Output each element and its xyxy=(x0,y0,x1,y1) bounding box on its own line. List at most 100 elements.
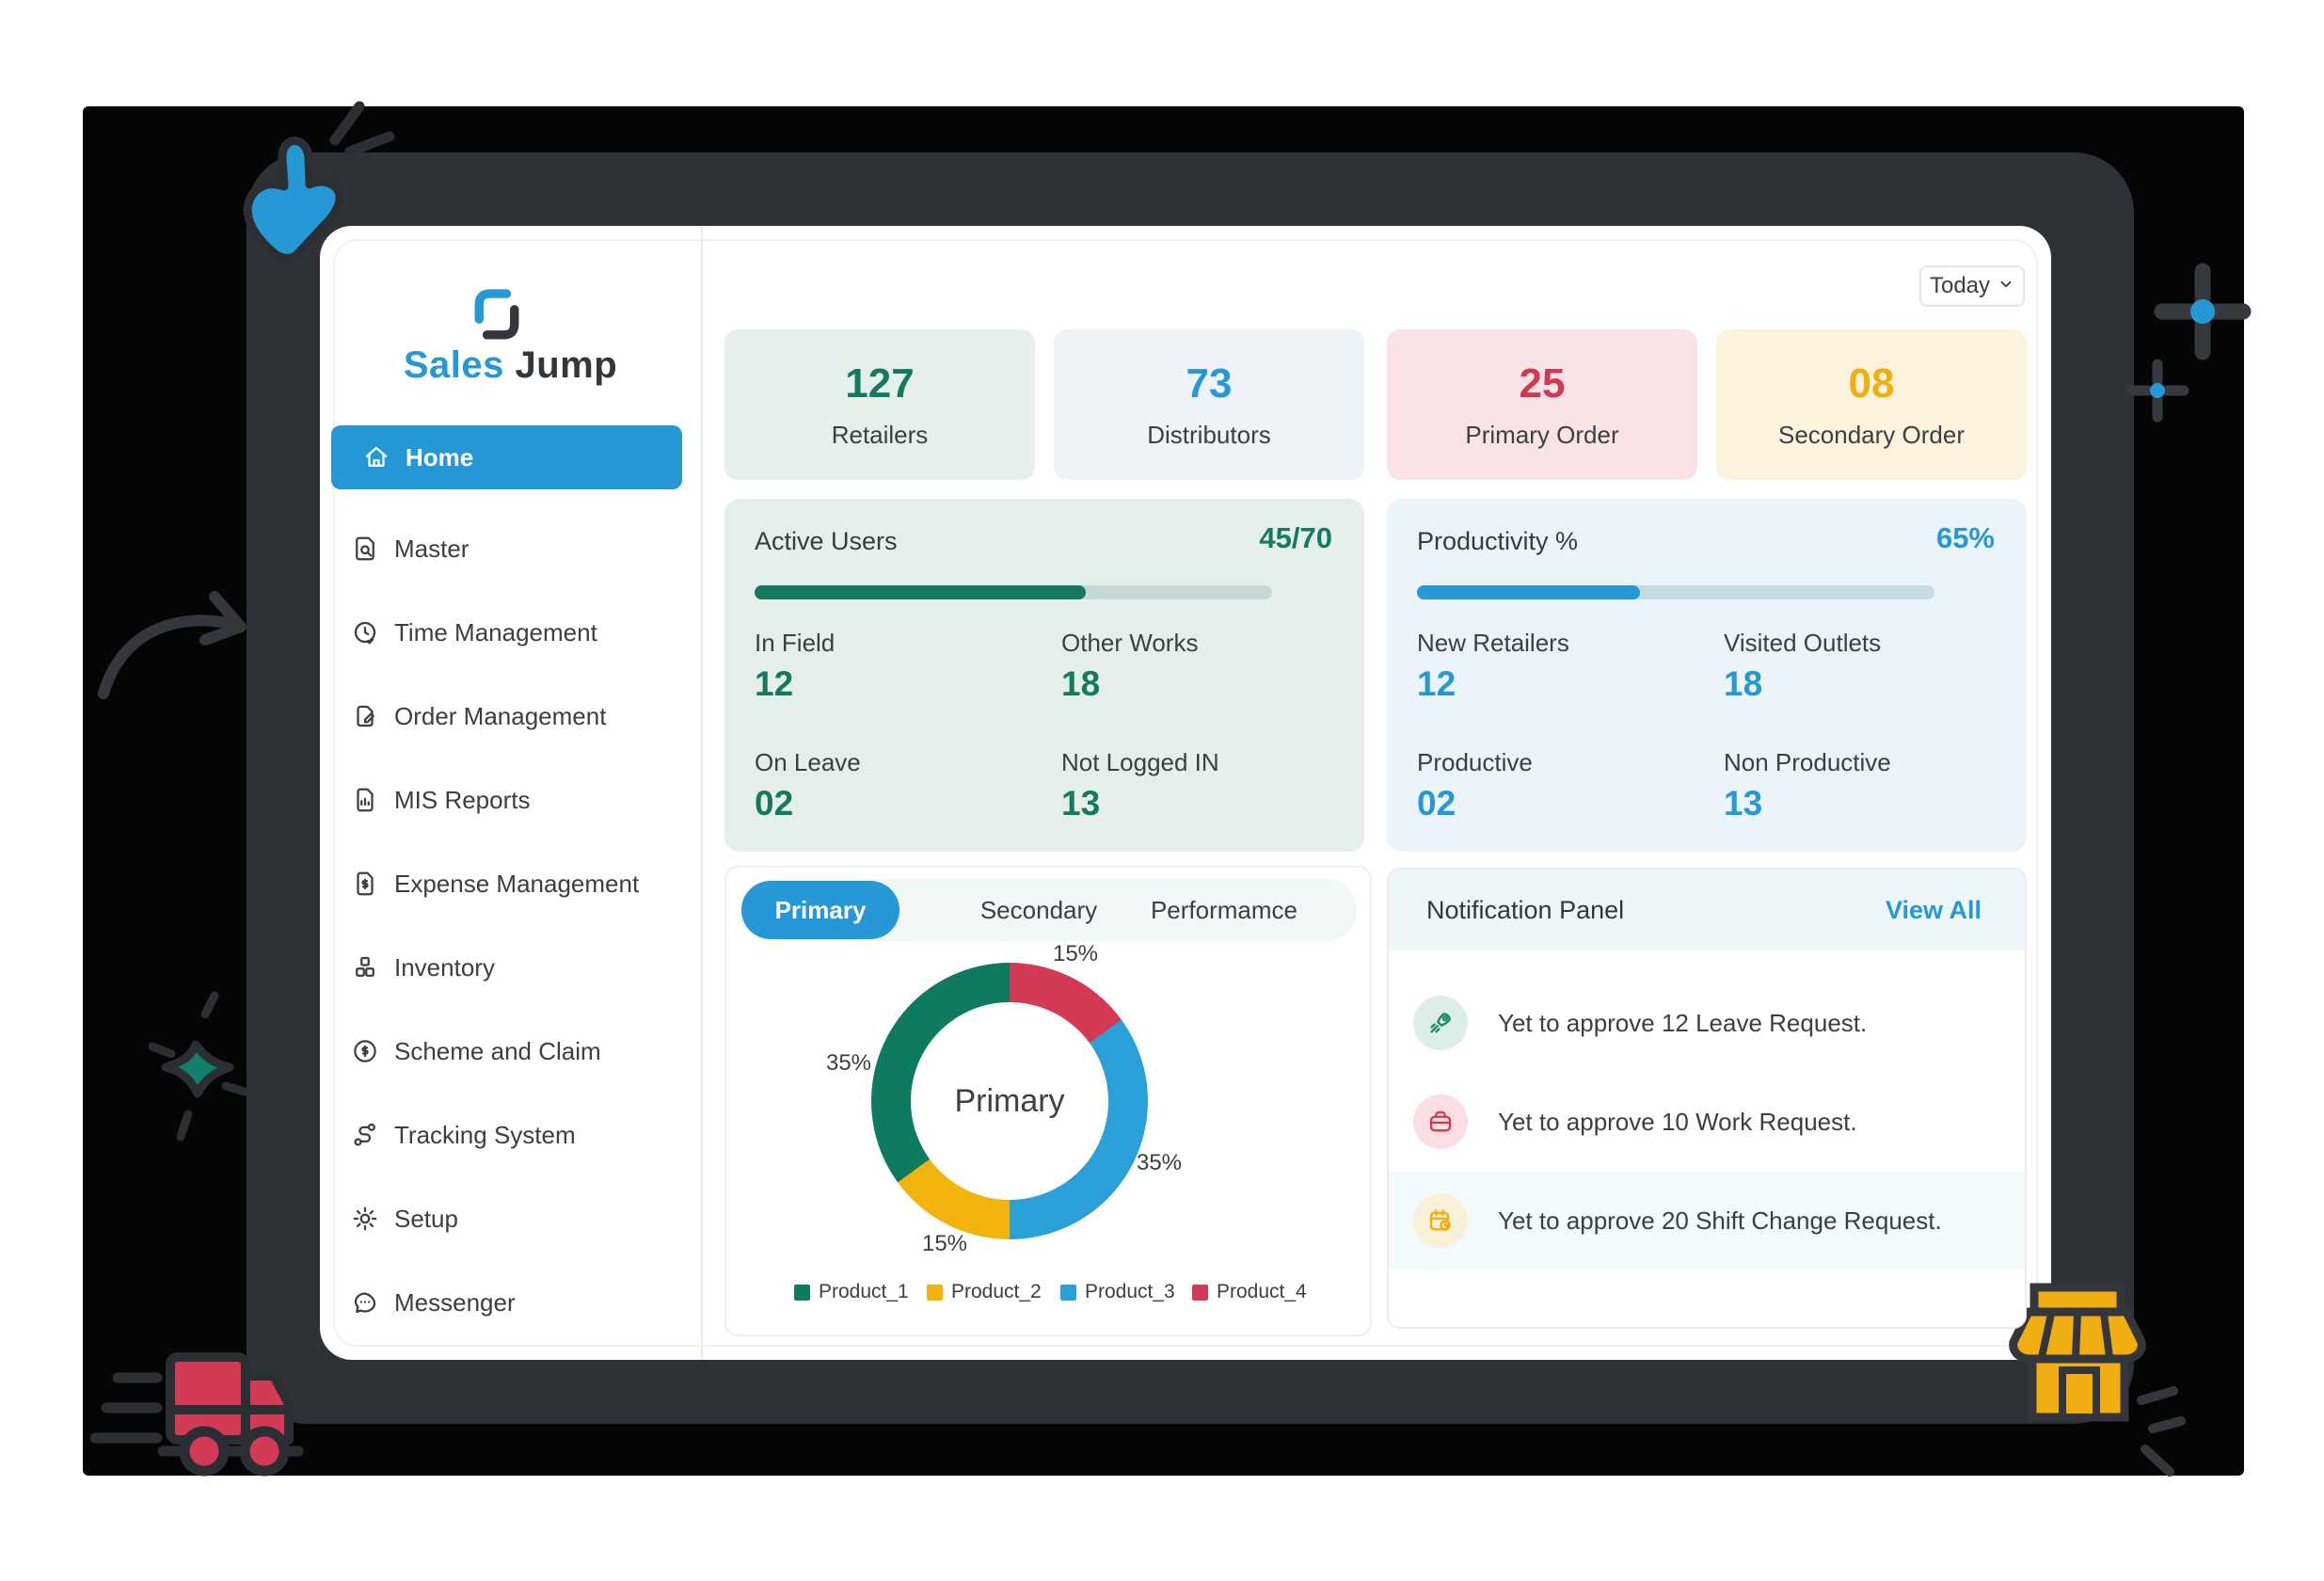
stat-label: New Retailers xyxy=(1417,629,1569,657)
legend-label: Product_4 xyxy=(1217,1281,1307,1302)
tab-performance[interactable]: Performamce xyxy=(1150,895,1298,924)
notification-title: Notification Panel xyxy=(1426,895,1625,924)
sidebar-item-scheme-and-claim[interactable]: Scheme and Claim xyxy=(331,1019,682,1083)
brand-wordmark: Sales Jump xyxy=(320,344,701,387)
productivity-panel: Productivity % 65% New Retailers 12 Visi… xyxy=(1387,499,2027,852)
stat-card-secondary-order: 08 Secondary Order xyxy=(1716,329,2027,480)
legend-swatch xyxy=(927,1284,943,1301)
hand-cursor-icon xyxy=(243,136,344,263)
sidebar-item-mis-reports[interactable]: MIS Reports xyxy=(331,768,682,832)
donut-callout-top: 15% xyxy=(1052,941,1099,966)
stat-value: 127 xyxy=(845,359,915,407)
rocket-icon xyxy=(1413,996,1468,1050)
chat-bubble-icon xyxy=(351,1288,379,1317)
active-users-ratio: 45/70 xyxy=(1259,521,1332,554)
clock-check-icon xyxy=(351,618,379,647)
legend-label: Product_3 xyxy=(1085,1281,1175,1302)
stat-value: 13 xyxy=(1724,784,1763,822)
sidebar-item-label: Inventory xyxy=(394,952,495,982)
sidebar-item-label: Time Management xyxy=(394,617,597,647)
legend-item: Product_4 xyxy=(1192,1281,1307,1303)
notification-panel: Notification Panel View All Yet to appro… xyxy=(1387,868,2027,1329)
legend-label: Product_1 xyxy=(819,1281,909,1302)
donut-callout-bottom: 15% xyxy=(921,1231,968,1256)
store-icon xyxy=(2009,1283,2186,1477)
tab-secondary[interactable]: Secondary xyxy=(979,895,1098,924)
sidebar-item-time-management[interactable]: Time Management xyxy=(331,600,682,664)
productivity-ratio: 65% xyxy=(1935,521,1995,554)
click-dashes-icon xyxy=(329,101,395,157)
brand-jump: Jump xyxy=(515,344,618,386)
stat-label: Distributors xyxy=(1147,420,1271,449)
donut-callout-right: 35% xyxy=(1136,1150,1183,1175)
sidebar-item-label: MIS Reports xyxy=(394,785,531,814)
sidebar-item-messenger[interactable]: Messenger xyxy=(331,1270,682,1334)
view-all-link[interactable]: View All xyxy=(1885,895,1982,924)
sales-jump-logo-icon xyxy=(474,289,519,340)
route-icon xyxy=(351,1121,379,1149)
curved-arrow-icon xyxy=(98,591,247,699)
stat-value: 08 xyxy=(1848,359,1895,407)
tab-primary[interactable]: Primary xyxy=(741,881,899,939)
chevron-down-icon xyxy=(1998,273,2014,299)
sidebar-item-label: Messenger xyxy=(394,1287,516,1317)
stat-card-distributors: 73 Distributors xyxy=(1054,329,1364,480)
sidebar-item-tracking-system[interactable]: Tracking System xyxy=(331,1103,682,1167)
briefcase-icon xyxy=(1413,1094,1468,1149)
boxes-icon xyxy=(351,953,379,982)
legend-swatch xyxy=(1060,1284,1076,1301)
stat-label: Retailers xyxy=(831,420,929,449)
legend-swatch xyxy=(794,1284,810,1301)
notification-row[interactable]: Yet to approve 20 Shift Change Request. xyxy=(1389,1172,2025,1270)
sidebar-item-label: Master xyxy=(394,534,470,563)
sidebar-item-home[interactable]: Home xyxy=(331,425,682,489)
sidebar-item-label: Order Management xyxy=(394,701,607,730)
sidebar-item-label: Expense Management xyxy=(394,869,640,898)
panel-title: Productivity % xyxy=(1417,527,1579,555)
notification-text: Yet to approve 20 Shift Change Request. xyxy=(1498,1206,1942,1235)
stat-value: 02 xyxy=(755,784,794,822)
sidebar-item-label: Scheme and Claim xyxy=(394,1036,601,1065)
sidebar-item-inventory[interactable]: Inventory xyxy=(331,935,682,999)
notification-row[interactable]: Yet to approve 12 Leave Request. xyxy=(1389,974,2025,1072)
active-users-panel: Active Users 45/70 In Field 12 Other Wor… xyxy=(724,499,1364,852)
stat-value: 18 xyxy=(1061,664,1101,703)
period-selector[interactable]: Today xyxy=(1919,265,2025,307)
coin-dollar-icon xyxy=(351,1037,379,1065)
stat-label: Not Logged IN xyxy=(1061,748,1219,776)
sidebar-item-master[interactable]: Master xyxy=(331,517,682,581)
calendar-clock-icon xyxy=(1413,1193,1468,1248)
stat-value: 13 xyxy=(1061,784,1101,822)
sidebar-item-setup[interactable]: Setup xyxy=(331,1187,682,1251)
stat-value: 12 xyxy=(755,664,794,703)
sidebar-item-label: Home xyxy=(406,442,474,471)
stat-label: Non Productive xyxy=(1724,748,1891,776)
stat-label: Visited Outlets xyxy=(1724,629,1882,657)
progress-track xyxy=(755,585,1272,599)
progress-track xyxy=(1417,585,1934,599)
notification-text: Yet to approve 12 Leave Request. xyxy=(1498,1008,1868,1037)
donut-callout-left: 35% xyxy=(825,1050,872,1076)
brand-sales: Sales xyxy=(403,344,504,386)
legend-item: Product_3 xyxy=(1060,1281,1175,1303)
stat-value: 18 xyxy=(1724,664,1763,703)
stat-label: Primary Order xyxy=(1465,420,1619,449)
progress-fill xyxy=(755,585,1086,599)
sidebar-item-order-management[interactable]: Order Management xyxy=(331,684,682,748)
panel-title: Active Users xyxy=(755,527,898,555)
sparkle-icon xyxy=(148,991,249,1142)
sidebar-divider xyxy=(701,226,703,1360)
crosshair-icon xyxy=(2154,263,2252,360)
notification-row[interactable]: Yet to approve 10 Work Request. xyxy=(1389,1073,2025,1171)
delivery-truck-icon xyxy=(89,1352,304,1477)
stat-value: 12 xyxy=(1417,664,1456,703)
notification-header: Notification Panel View All xyxy=(1389,870,2025,950)
stat-card-retailers: 127 Retailers xyxy=(724,329,1035,480)
legend-item: Product_1 xyxy=(794,1281,909,1303)
stat-label: Productive xyxy=(1417,748,1533,776)
sidebar-item-expense-management[interactable]: Expense Management xyxy=(331,852,682,916)
sidebar-item-label: Tracking System xyxy=(394,1120,576,1149)
home-icon xyxy=(362,443,390,471)
file-search-icon xyxy=(351,535,379,563)
